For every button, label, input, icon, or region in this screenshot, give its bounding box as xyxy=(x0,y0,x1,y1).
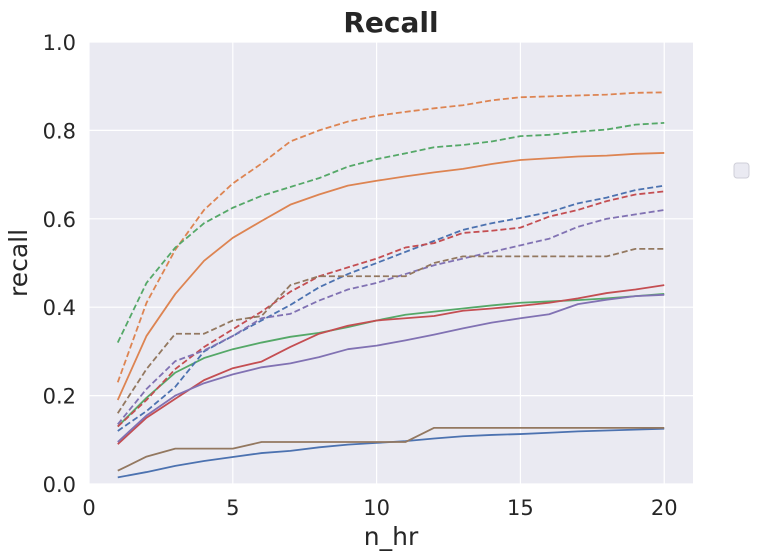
series-line-5 xyxy=(117,293,665,443)
series-line-9 xyxy=(116,121,665,343)
series-line-6 xyxy=(117,426,665,472)
series-line-2 xyxy=(116,152,665,401)
series-line-11 xyxy=(117,209,665,425)
series-line-8 xyxy=(116,91,665,383)
x-tick-label: 20 xyxy=(651,496,678,520)
series-line-3 xyxy=(117,293,665,428)
series-layer xyxy=(116,91,665,479)
y-tick-label: 0.8 xyxy=(43,119,76,143)
x-tick-label: 0 xyxy=(82,496,95,520)
x-tick-label: 5 xyxy=(226,496,239,520)
y-tick-label: 1.0 xyxy=(43,31,76,55)
tick-labels: 0 5 10 15 20 0.0 0.2 0.4 0.6 0.8 1.0 xyxy=(43,31,678,520)
y-tick-label: 0.2 xyxy=(43,385,76,409)
plot-background xyxy=(89,42,693,484)
x-tick-label: 15 xyxy=(507,496,534,520)
y-tick-label: 0.6 xyxy=(43,208,76,232)
x-axis-label: n_hr xyxy=(364,522,419,551)
y-axis-label: recall xyxy=(4,229,33,297)
series-line-4 xyxy=(117,284,665,445)
series-line-12 xyxy=(117,247,665,414)
x-tick-label: 10 xyxy=(363,496,390,520)
y-tick-label: 0.0 xyxy=(43,473,76,497)
series-line-7 xyxy=(117,184,665,432)
y-tick-label: 0.4 xyxy=(43,296,76,320)
chart-title: Recall xyxy=(343,6,438,39)
legend-box xyxy=(733,162,750,179)
series-line-10 xyxy=(117,190,665,428)
